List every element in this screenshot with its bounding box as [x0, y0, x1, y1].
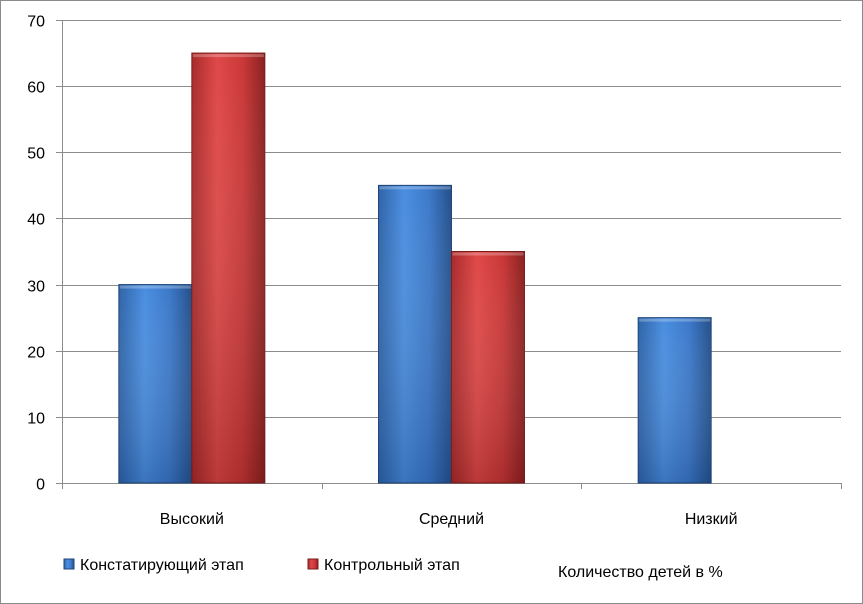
bar-shade — [638, 317, 712, 483]
x-tick-label: Низкий — [685, 511, 738, 528]
legend-swatch — [63, 558, 75, 570]
bar-highlight — [119, 285, 191, 289]
y-tick-label: 70 — [27, 14, 45, 31]
y-tick-labels: 0 10 20 30 40 50 60 70 — [27, 14, 62, 494]
bars — [118, 52, 712, 484]
y-tick-label: 30 — [27, 279, 45, 296]
legend-label: Контрольный этап — [324, 557, 460, 574]
y-tick-label: 40 — [27, 212, 45, 229]
x-tick-label: Высокий — [160, 511, 224, 528]
x-tick-label: Средний — [419, 511, 484, 528]
y-tick-label: 60 — [27, 80, 45, 97]
bar-shade — [191, 53, 265, 483]
bar-shade — [378, 185, 452, 483]
bar-highlight — [639, 318, 711, 322]
x-tick-labels: Высокий Средний Низкий — [160, 511, 738, 528]
bar-shade — [118, 284, 192, 483]
bar-highlight — [192, 54, 264, 58]
legend-swatch — [307, 558, 319, 570]
bar-highlight — [379, 186, 451, 190]
legend-label: Констатирующий этап — [80, 557, 244, 574]
bar-shade — [451, 251, 525, 483]
y-tick-label: 50 — [27, 146, 45, 163]
chart-annotation: Количество детей в % — [558, 564, 723, 581]
bar-highlight — [452, 252, 524, 256]
y-tick-label: 10 — [27, 411, 45, 428]
y-tick-label: 0 — [36, 477, 45, 494]
y-tick-label: 20 — [27, 345, 45, 362]
legend: Констатирующий этап Контрольный этап — [63, 557, 460, 574]
